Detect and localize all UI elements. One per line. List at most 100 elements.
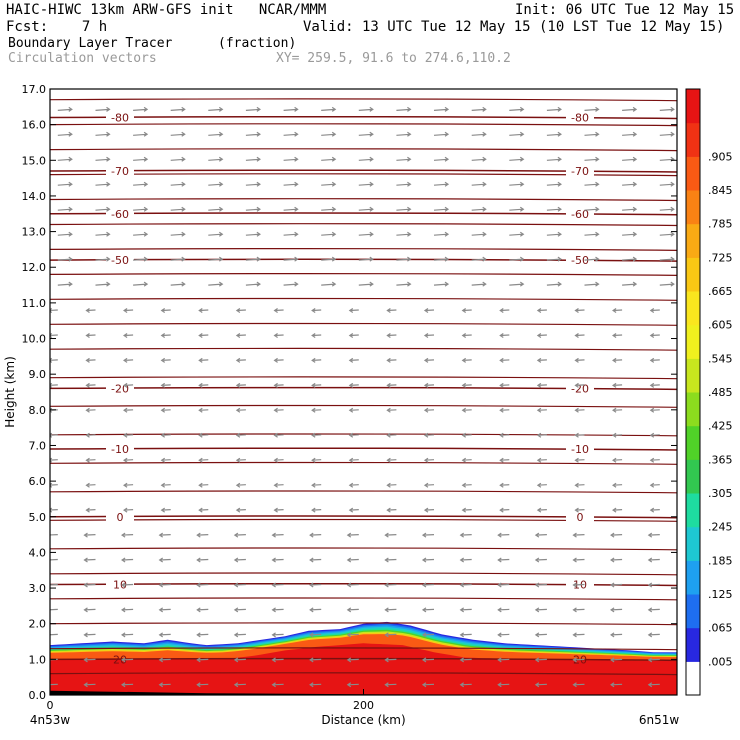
vector-arrow [574,432,585,438]
vector-arrow [574,357,585,363]
vector-arrow [245,206,261,212]
vector-arrow [121,607,134,613]
vector-arrow [499,308,510,313]
vector-arrow [386,382,397,388]
y-tick-label: 14.0 [22,190,47,203]
colorbar-label: .905 [708,150,733,163]
vector-arrow [536,507,547,513]
vector-arrow [83,582,96,588]
contour-line [50,622,677,626]
colorbar-swatch [686,358,700,393]
vector-arrow [471,156,487,162]
vector-arrow [198,357,209,363]
vector-arrow [235,308,246,313]
vector-arrow [95,156,111,162]
vector-arrow [574,507,585,513]
vector-arrow [433,231,450,237]
contour-label: 0 [577,511,584,524]
vector-arrow [208,231,224,237]
vector-arrow [309,632,322,638]
vector-arrow [235,333,246,338]
vector-arrow [433,106,450,112]
vector-arrow [572,532,585,538]
vector-arrow [133,256,149,262]
vector-arrow [622,181,638,187]
vector-arrow [471,106,487,112]
vector-arrow [158,632,171,638]
vector-arrow [421,582,435,588]
vector-arrow [170,106,186,112]
tracer-field [50,621,677,695]
vector-arrow [421,607,435,613]
vector-arrow [459,607,472,613]
contour-line [50,273,677,276]
vector-arrow [461,357,472,363]
vector-arrow [509,256,525,262]
vector-arrow [584,281,600,287]
colorbar-label: .125 [708,588,733,601]
vector-arrow [196,682,209,688]
vector-arrow [245,281,261,287]
vector-arrow [208,181,224,187]
colorbar-frame [685,88,701,696]
vector-arrow [572,682,585,688]
vector-arrow [348,482,359,488]
vector-arrow [348,457,359,463]
contour-line [50,148,677,152]
vector-arrow [612,357,623,363]
vector-arrow [459,682,472,688]
contour-line [50,322,677,326]
vector-arrow [461,308,472,313]
vector-arrow [83,632,96,638]
vector-arrow [499,482,510,488]
vector-arrow [497,532,510,538]
vector-arrow [235,432,246,438]
contour-line [50,347,677,351]
vector-arrow [622,281,638,287]
vector-arrow [283,281,299,287]
vector-arrow [622,106,638,112]
vector-arrow [423,432,435,438]
vector-arrow [546,206,562,212]
vector-arrow [612,482,623,488]
vector-arrow [95,106,111,112]
vector-arrow [346,682,359,688]
vector-arrow [321,206,337,212]
vector-arrow [659,206,675,212]
contour-line [50,547,677,551]
vector-arrow [509,231,525,237]
vector-arrow [283,256,299,262]
colorbar-swatch [686,661,700,696]
circulation-vectors [50,106,675,688]
vector-arrow [497,682,510,688]
vector-arrow [499,407,510,413]
vector-arrow [574,457,585,463]
contour-label: -50 [111,254,129,267]
vector-arrow [233,607,246,613]
vector-arrow [271,532,284,538]
vector-arrow [83,557,96,563]
init-time: Init: 06 UTC Tue 12 May 15 [515,2,735,18]
vector-arrow [536,333,547,338]
vector-arrow [574,482,585,488]
field-units: (fraction) [218,36,297,51]
vector-arrow [610,532,623,538]
vector-arrow [610,632,623,638]
vector-arrow [536,357,547,363]
vector-arrow [546,156,562,162]
colorbar-label: .365 [708,453,733,466]
vector-arrow [358,156,374,162]
vector-arrow [647,582,660,588]
vector-arrow [499,382,510,388]
vector-arrow [170,156,186,162]
vector-arrow [235,507,246,513]
contour-label: -70 [571,165,589,178]
vector-arrow [235,482,246,488]
vector-arrow [534,582,547,588]
colorbar-label: .245 [708,521,733,534]
forecast-hour: Fcst: 7 h [6,19,108,35]
colorbar-swatch [686,392,700,427]
vector-arrow [95,256,111,262]
vector-arrow [610,657,623,663]
y-tick-label: 2.0 [29,618,47,631]
